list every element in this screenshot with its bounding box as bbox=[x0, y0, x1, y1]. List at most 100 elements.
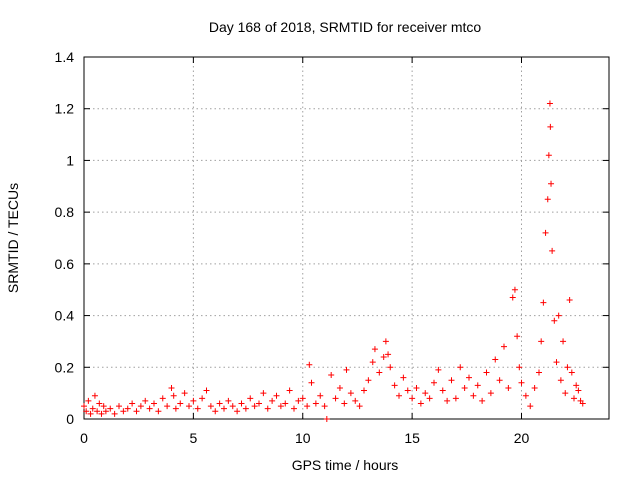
data-point bbox=[336, 384, 343, 391]
x-tick-label: 20 bbox=[514, 430, 530, 446]
y-tick-label: 1.2 bbox=[55, 101, 75, 117]
data-point bbox=[116, 403, 122, 410]
data-point bbox=[422, 390, 429, 397]
data-point bbox=[496, 377, 503, 384]
data-point bbox=[566, 297, 573, 304]
data-point bbox=[536, 369, 542, 376]
data-point bbox=[483, 369, 490, 376]
data-point bbox=[545, 152, 552, 159]
data-point bbox=[573, 382, 580, 389]
data-point bbox=[439, 387, 446, 394]
data-point bbox=[304, 403, 311, 410]
axis-ticks: 0 5 10 15 20 0 0.2 0.4 0.6 0.8 1 1.2 1.4 bbox=[55, 49, 609, 446]
data-point bbox=[356, 403, 363, 410]
y-tick-label: 0.8 bbox=[55, 204, 75, 220]
data-point bbox=[181, 390, 188, 397]
data-point bbox=[413, 384, 420, 391]
data-point bbox=[260, 390, 267, 397]
data-point bbox=[551, 317, 558, 324]
data-point bbox=[466, 374, 472, 381]
data-point bbox=[146, 405, 153, 412]
data-point bbox=[242, 405, 249, 412]
data-point bbox=[247, 395, 254, 402]
data-point bbox=[328, 372, 335, 379]
data-point bbox=[343, 366, 350, 373]
y-axis-label: SRMTID / TECUs bbox=[5, 183, 21, 293]
data-point bbox=[321, 403, 328, 410]
data-point bbox=[564, 364, 571, 371]
data-point bbox=[332, 395, 339, 402]
data-point bbox=[216, 400, 223, 407]
x-tick-label: 15 bbox=[404, 430, 420, 446]
y-tick-label: 0.2 bbox=[55, 359, 75, 375]
data-point bbox=[225, 397, 232, 404]
data-point bbox=[549, 247, 556, 254]
data-point bbox=[527, 403, 534, 410]
y-tick-label: 1 bbox=[66, 152, 74, 168]
data-point bbox=[474, 382, 481, 389]
data-point bbox=[579, 400, 586, 407]
x-tick-label: 5 bbox=[189, 430, 197, 446]
data-point bbox=[371, 346, 378, 353]
data-point bbox=[186, 403, 192, 410]
data-point bbox=[352, 397, 359, 404]
data-point bbox=[207, 403, 214, 410]
data-point bbox=[203, 387, 210, 394]
x-tick-label: 10 bbox=[295, 430, 311, 446]
data-point bbox=[83, 408, 90, 415]
data-point bbox=[546, 100, 553, 107]
data-point bbox=[391, 382, 398, 389]
data-point bbox=[306, 361, 313, 368]
data-point bbox=[312, 400, 319, 407]
data-point bbox=[295, 397, 302, 404]
data-point bbox=[264, 405, 271, 412]
data-point bbox=[111, 410, 118, 417]
data-point bbox=[501, 343, 507, 350]
data-point bbox=[172, 405, 179, 412]
data-point bbox=[365, 377, 372, 384]
data-point bbox=[81, 403, 87, 410]
data-point bbox=[168, 384, 175, 391]
data-point bbox=[538, 338, 545, 345]
data-point bbox=[91, 392, 98, 399]
data-point bbox=[547, 123, 554, 130]
data-point bbox=[164, 403, 171, 410]
data-point bbox=[544, 196, 551, 203]
data-point bbox=[557, 377, 564, 384]
data-point bbox=[291, 405, 297, 412]
y-tick-label: 1.4 bbox=[55, 49, 75, 65]
data-point bbox=[133, 408, 140, 415]
data-point bbox=[409, 395, 416, 402]
data-point bbox=[170, 392, 177, 399]
data-point bbox=[273, 392, 280, 399]
plot-frame bbox=[83, 56, 610, 420]
data-point bbox=[396, 392, 402, 399]
data-point bbox=[548, 180, 555, 187]
data-point bbox=[505, 384, 512, 391]
data-point bbox=[444, 397, 451, 404]
data-point bbox=[199, 395, 206, 402]
data-point bbox=[194, 405, 201, 412]
data-point bbox=[387, 364, 394, 371]
data-point bbox=[142, 397, 149, 404]
data-point bbox=[431, 379, 437, 386]
data-point bbox=[155, 408, 162, 415]
data-point bbox=[129, 400, 136, 407]
data-point bbox=[251, 403, 258, 410]
data-point bbox=[299, 395, 306, 402]
data-point bbox=[341, 400, 348, 407]
data-point bbox=[124, 405, 131, 412]
data-point bbox=[470, 392, 477, 399]
y-tick-label: 0.6 bbox=[55, 256, 75, 272]
data-point bbox=[151, 400, 157, 407]
data-point bbox=[575, 387, 582, 394]
data-point bbox=[221, 405, 227, 412]
data-point bbox=[382, 338, 389, 345]
data-point bbox=[457, 364, 464, 371]
y-tick-label: 0 bbox=[66, 411, 74, 427]
data-points bbox=[81, 100, 586, 422]
data-point bbox=[89, 405, 96, 412]
data-point bbox=[562, 390, 569, 397]
data-point bbox=[234, 408, 241, 415]
data-point bbox=[380, 353, 387, 360]
